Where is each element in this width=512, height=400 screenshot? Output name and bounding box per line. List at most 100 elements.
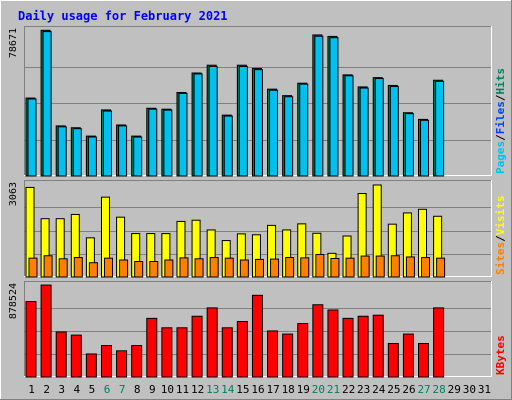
x-tick-label-day-31: 31 bbox=[478, 383, 491, 396]
legend-files: Files bbox=[494, 101, 507, 134]
x-tick-label-day-22: 22 bbox=[342, 383, 355, 396]
y-max-label: 78671 bbox=[8, 28, 19, 58]
files-bar-day-5 bbox=[87, 136, 97, 177]
x-tick-label-day-25: 25 bbox=[387, 383, 400, 396]
legend-separator: / bbox=[494, 134, 507, 141]
sites-bar-day-20 bbox=[315, 254, 325, 278]
x-axis-labels: 1 2 3 4 5 6 7 8 9 10 11 12 13 14 15 16 17 18 19 20 21 22 23 24 2… bbox=[28, 383, 491, 396]
sites-bar-day-22 bbox=[345, 257, 355, 278]
kbytes-bar-day-23 bbox=[357, 315, 369, 378]
files-bar-day-22 bbox=[344, 75, 354, 177]
files-bar-day-21 bbox=[329, 37, 339, 177]
x-tick-label-day-12: 12 bbox=[191, 383, 204, 396]
sites-bar-day-1 bbox=[28, 257, 38, 278]
kbytes-bar-day-4 bbox=[70, 334, 82, 378]
y-max-label: 878524 bbox=[8, 283, 19, 319]
sites-bar-day-9 bbox=[149, 261, 159, 278]
files-bar-day-7 bbox=[118, 125, 128, 177]
x-tick-label-day-19: 19 bbox=[297, 383, 310, 396]
x-tick-label-day-15: 15 bbox=[236, 383, 249, 396]
kbytes-bar-day-22 bbox=[342, 317, 354, 378]
files-bar-day-25 bbox=[389, 86, 399, 177]
kbytes-bar-day-28 bbox=[433, 307, 445, 378]
files-bar-day-18 bbox=[284, 96, 294, 177]
x-tick-label-day-17: 17 bbox=[266, 383, 279, 396]
series-legend: Pages/Files/Hits bbox=[494, 68, 507, 174]
x-tick-label-day-2: 2 bbox=[43, 383, 50, 396]
files-bar-day-10 bbox=[163, 109, 173, 177]
files-bar-day-13 bbox=[208, 66, 218, 177]
x-tick-label-day-24: 24 bbox=[372, 383, 386, 396]
files-bar-day-6 bbox=[102, 110, 112, 177]
x-tick-label-day-30: 30 bbox=[463, 383, 476, 396]
files-bar-day-23 bbox=[359, 87, 369, 177]
sites-bar-day-25 bbox=[390, 255, 400, 278]
files-bar-day-14 bbox=[223, 115, 233, 177]
files-bar-day-9 bbox=[148, 108, 158, 177]
sites-bar-day-12 bbox=[194, 258, 204, 278]
x-tick-label-day-11: 11 bbox=[176, 383, 189, 396]
sites-bar-day-7 bbox=[119, 259, 129, 278]
sites-bar-day-14 bbox=[224, 257, 234, 278]
sites-bar-day-19 bbox=[300, 257, 310, 278]
sites-bar-day-2 bbox=[43, 255, 53, 278]
legend-sites: Sites bbox=[494, 242, 507, 275]
y-max-label: 3063 bbox=[8, 182, 19, 206]
sites-bar-day-3 bbox=[58, 258, 68, 278]
files-bar-day-3 bbox=[57, 126, 67, 177]
x-tick-label-day-27: 27 bbox=[417, 383, 430, 396]
files-bar-day-19 bbox=[299, 83, 309, 177]
files-bar-day-17 bbox=[269, 89, 279, 177]
files-bar-day-16 bbox=[253, 69, 263, 177]
x-tick-label-day-6: 6 bbox=[104, 383, 111, 396]
kbytes-bar-day-12 bbox=[191, 315, 203, 378]
legend-hits: Hits bbox=[494, 68, 507, 95]
sites-bar-day-24 bbox=[375, 255, 385, 278]
files-bar-day-8 bbox=[133, 136, 143, 177]
x-tick-label-day-5: 5 bbox=[89, 383, 96, 396]
kbytes-bar-day-9 bbox=[146, 317, 158, 378]
x-tick-label-day-28: 28 bbox=[433, 383, 446, 396]
kbytes-bar-day-5 bbox=[85, 353, 97, 378]
kbytes-bar-day-6 bbox=[100, 345, 112, 378]
kbytes-bar-day-17 bbox=[267, 330, 279, 378]
x-tick-label-day-3: 3 bbox=[58, 383, 65, 396]
kbytes-bar-day-27 bbox=[418, 342, 430, 378]
files-bar-day-1 bbox=[27, 98, 37, 177]
kbytes-bar-day-25 bbox=[387, 342, 399, 378]
kbytes-bar-day-16 bbox=[251, 294, 263, 378]
kbytes-bar-day-13 bbox=[206, 307, 218, 378]
sites-bar-day-11 bbox=[179, 257, 189, 278]
sites-bar-day-13 bbox=[209, 257, 219, 278]
sites-bar-day-27 bbox=[421, 257, 431, 278]
sites-bar-day-6 bbox=[103, 257, 113, 278]
kbytes-bar-day-2 bbox=[40, 284, 52, 378]
panel-visits-sites: 3063 Sites/Visits bbox=[8, 180, 507, 278]
kbytes-bar-day-1 bbox=[25, 301, 37, 378]
x-tick-label-day-16: 16 bbox=[251, 383, 264, 396]
files-bar-day-26 bbox=[404, 113, 414, 177]
x-tick-label-day-4: 4 bbox=[74, 383, 81, 396]
sites-bar-day-5 bbox=[88, 262, 98, 278]
series-legend: KBytes bbox=[494, 335, 507, 375]
kbytes-bar-day-14 bbox=[221, 327, 233, 378]
legend-separator: / bbox=[494, 94, 507, 101]
legend-kbytes: KBytes bbox=[494, 335, 507, 375]
kbytes-bar-day-21 bbox=[327, 309, 339, 378]
legend-pages: Pages bbox=[494, 141, 507, 174]
sites-bar-day-18 bbox=[285, 257, 295, 278]
sites-bar-day-4 bbox=[73, 257, 83, 278]
chart-title: Daily usage for February 2021 bbox=[18, 9, 228, 23]
sites-bar-day-16 bbox=[254, 258, 264, 278]
kbytes-bar-day-15 bbox=[236, 320, 248, 378]
x-tick-label-day-26: 26 bbox=[402, 383, 415, 396]
kbytes-bar-day-7 bbox=[116, 350, 128, 378]
kbytes-bar-day-8 bbox=[131, 345, 143, 378]
legend-visits: Visits bbox=[494, 196, 507, 236]
sites-bar-day-23 bbox=[360, 255, 370, 278]
kbytes-bar-day-10 bbox=[161, 327, 173, 378]
x-tick-label-day-13: 13 bbox=[206, 383, 219, 396]
files-bar-day-2 bbox=[42, 31, 52, 177]
